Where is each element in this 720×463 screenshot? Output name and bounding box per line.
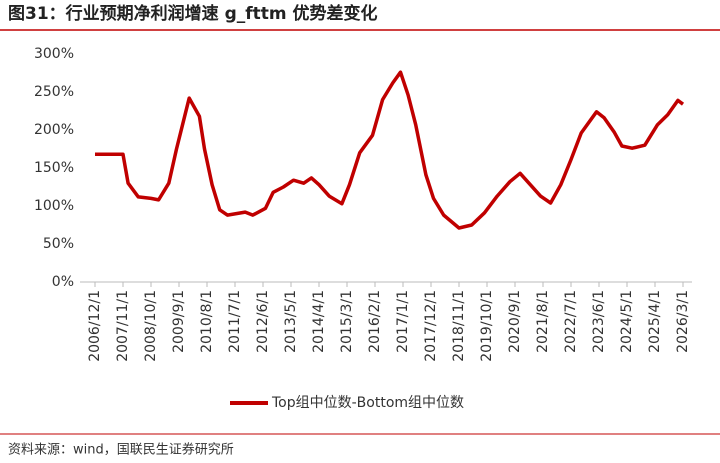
x-tick-label: 2017/12/1 — [423, 290, 439, 362]
x-tick-label: 2022/7/1 — [563, 290, 579, 353]
x-tick-label: 2025/4/1 — [647, 290, 663, 353]
y-tick-label: 0% — [52, 274, 74, 290]
x-tick-label: 2026/3/1 — [675, 290, 691, 353]
line-series — [95, 70, 685, 230]
x-tick-label: 2023/6/1 — [591, 290, 607, 353]
x-tick-label: 2024/5/1 — [619, 290, 635, 353]
x-tick-label: 2008/10/1 — [143, 290, 159, 362]
x-tick-label: 2020/9/1 — [507, 290, 523, 353]
x-tick-label: 2019/10/1 — [479, 290, 495, 362]
y-tick-label: 300% — [34, 46, 74, 62]
x-tick-label: 2016/2/1 — [367, 290, 383, 353]
x-tick-label: 2012/6/1 — [255, 290, 271, 353]
x-tick-label: 2007/11/1 — [115, 290, 131, 362]
x-tick-label: 2011/7/1 — [227, 290, 243, 353]
source: 资料来源：wind，国联民生证券研究所 — [8, 442, 234, 458]
x-tick-label: 2009/9/1 — [171, 290, 187, 353]
y-tick-label: 50% — [43, 236, 74, 252]
x-tick-label: 2017/1/1 — [395, 290, 411, 353]
x-tick-label: 2015/3/1 — [339, 290, 355, 353]
y-tick-label: 100% — [34, 198, 74, 214]
y-tick-label: 250% — [34, 84, 74, 100]
x-tick-label: 2014/4/1 — [311, 290, 327, 353]
x-tick-label: 2006/12/1 — [87, 290, 103, 362]
y-tick-label: 150% — [34, 160, 74, 176]
x-tick-label: 2010/8/1 — [199, 290, 215, 353]
x-tick-label: 2013/5/1 — [283, 290, 299, 353]
x-tick-label: 2021/8/1 — [535, 290, 551, 353]
y-tick-label: 200% — [34, 122, 74, 138]
chart-title: 图31：行业预期净利润增速 g_fttm 优势差变化 — [8, 3, 378, 24]
legend-label: Top组中位数-Bottom组中位数 — [271, 395, 464, 411]
x-tick-label: 2018/11/1 — [451, 290, 467, 362]
